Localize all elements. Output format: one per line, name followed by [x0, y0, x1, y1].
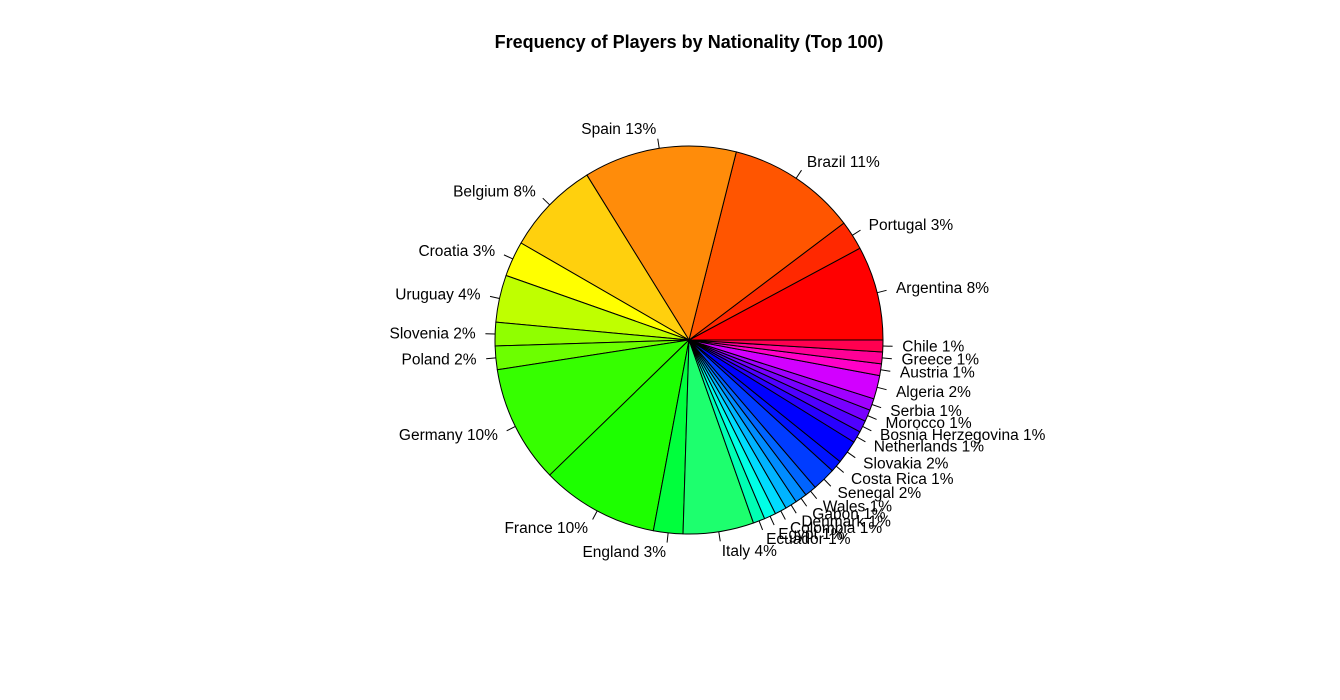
pie-tick-netherlands: [856, 436, 866, 443]
pie-label-egypt: Egypt 1%: [778, 526, 845, 543]
pie-label-croatia: Croatia 3%: [418, 243, 495, 260]
pie-tick-slovakia: [847, 451, 856, 459]
pie-tick-brazil: [795, 169, 802, 179]
pie-slice-belgium: [520, 174, 690, 341]
pie-label-brazil: Brazil 11%: [807, 154, 880, 171]
pie-labels: Argentina 8% Portugal 3% Brazil 11% Spain 1…: [390, 121, 1046, 561]
pie-label-uruguay: Uruguay 4%: [395, 286, 481, 303]
pie-tick-morocco: [867, 415, 877, 420]
pie-label-algeria: Algeria 2%: [896, 384, 971, 401]
pie-tick-senegal: [823, 478, 832, 487]
pie-label-france: France 10%: [504, 520, 588, 537]
chart-title: Frequency of Players by Nationality (Top…: [495, 32, 884, 52]
pie-slice-germany: [496, 339, 690, 476]
pie-label-gabon: Gabon 1%: [812, 506, 885, 523]
pie-tick-croatia: [503, 254, 513, 260]
pie-label-poland: Poland 2%: [402, 352, 477, 369]
pie-label-ticks: [485, 138, 893, 543]
pie-tick-algeria: [877, 386, 887, 391]
pie-label-morocco: Morocco 1%: [886, 415, 972, 432]
pie-label-argentina: Argentina 8%: [896, 280, 989, 297]
pie-slice-chile: [688, 339, 884, 353]
pie-tick-egypt: [769, 516, 775, 526]
pie-label-colombia: Colombia 1%: [790, 520, 882, 537]
pie-label-austria: Austria 1%: [900, 365, 975, 382]
pie-label-germany: Germany 10%: [399, 427, 498, 444]
pie-tick-spain: [657, 138, 660, 149]
pie-label-chile: Chile 1%: [902, 339, 964, 356]
pie-label-slovakia: Slovakia 2%: [863, 455, 949, 472]
pie-tick-serbia: [871, 404, 882, 409]
pie-label-wales: Wales 1%: [823, 498, 892, 515]
pie-tick-austria: [880, 369, 891, 372]
pie-label-costa-rica: Costa Rica 1%: [851, 471, 954, 488]
pie-label-greece: Greece 1%: [901, 352, 979, 369]
pie-label-denmark: Denmark 1%: [801, 513, 891, 530]
pie-slice-argentina: [688, 247, 884, 341]
pie-tick-denmark: [790, 504, 797, 514]
pie-label-belgium: Belgium 8%: [453, 183, 536, 200]
pie-label-england: England 3%: [582, 544, 666, 561]
pie-label-slovenia: Slovenia 2%: [390, 325, 476, 342]
pie-tick-gabon: [800, 498, 808, 507]
pie-label-serbia: Serbia 1%: [890, 403, 962, 420]
pie-tick-belgium: [542, 197, 551, 206]
pie-tick-france: [592, 510, 598, 520]
pie-tick-england: [666, 532, 669, 543]
pie-label-senegal: Senegal 2%: [838, 485, 922, 502]
pie-tick-ecuador: [758, 520, 764, 531]
pie-label-spain: Spain 13%: [581, 121, 656, 138]
pie-tick-greece: [882, 357, 892, 360]
pie-tick-uruguay: [489, 295, 500, 299]
pie-tick-argentina: [877, 289, 887, 294]
pie-tick-costa-rica: [835, 465, 845, 473]
pie-label-portugal: Portugal 3%: [869, 217, 954, 234]
pie-tick-germany: [506, 426, 516, 432]
pie-label-ecuador: Ecuador 1%: [766, 531, 851, 548]
pie-tick-colombia: [780, 510, 786, 520]
pie-tick-wales: [810, 490, 818, 500]
pie-label-bosnia-herzegovina: Bosnia Herzegovina 1%: [880, 427, 1046, 444]
pie-tick-italy: [718, 531, 721, 542]
pie-label-netherlands: Netherlands 1%: [874, 439, 985, 456]
pie-slice-brazil: [688, 151, 845, 341]
pie-tick-portugal: [852, 229, 861, 236]
pie-tick-bosnia-herzegovina: [862, 426, 872, 432]
pie-slices: [494, 145, 884, 535]
pie-label-italy: Italy 4%: [722, 543, 777, 560]
pie-tick-poland: [486, 357, 496, 360]
pie-slice-france: [549, 339, 690, 532]
